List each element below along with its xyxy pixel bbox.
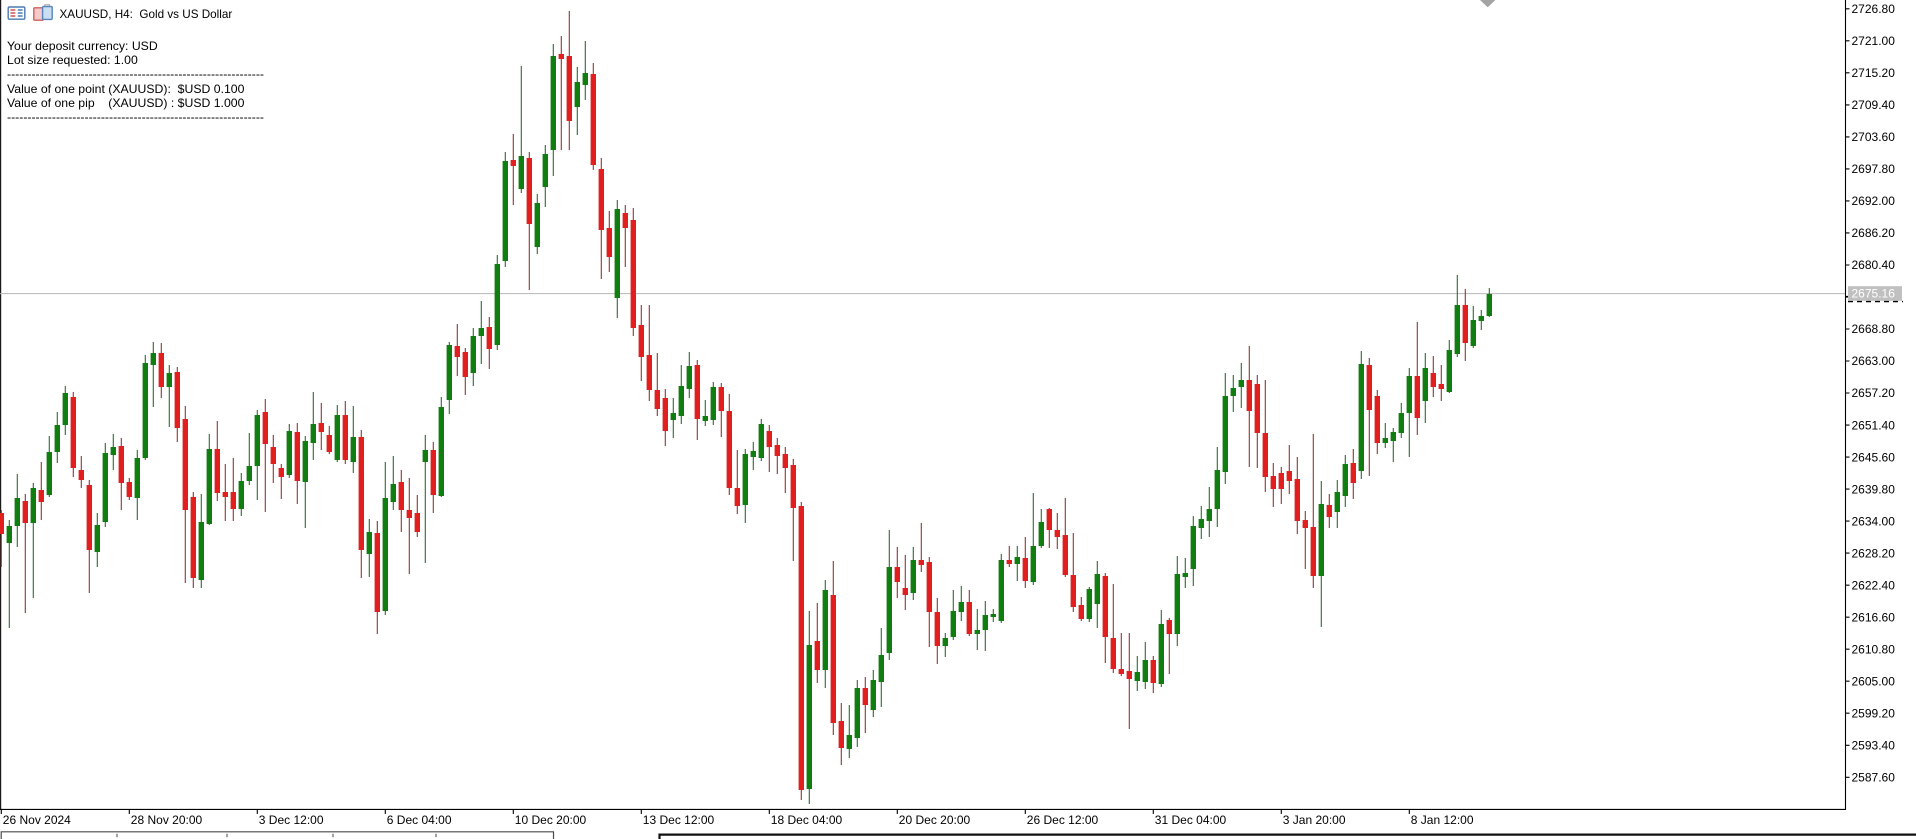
svg-text:2628.20: 2628.20 [1852, 546, 1896, 560]
svg-text:2605.00: 2605.00 [1852, 674, 1896, 688]
svg-text:2593.40: 2593.40 [1852, 739, 1896, 753]
svg-text:31 Dec 04:00: 31 Dec 04:00 [1155, 813, 1227, 827]
svg-text:2721.00: 2721.00 [1852, 34, 1896, 48]
svg-text:2680.40: 2680.40 [1852, 258, 1896, 272]
svg-text:18 Dec 04:00: 18 Dec 04:00 [771, 813, 843, 827]
svg-text:2587.60: 2587.60 [1852, 771, 1896, 785]
svg-text:2692.00: 2692.00 [1852, 194, 1896, 208]
svg-text:3 Jan 20:00: 3 Jan 20:00 [1283, 813, 1346, 827]
svg-text:2709.40: 2709.40 [1852, 98, 1896, 112]
svg-text:2686.20: 2686.20 [1852, 226, 1896, 240]
svg-text:2657.20: 2657.20 [1852, 386, 1896, 400]
svg-text:10 Dec 20:00: 10 Dec 20:00 [515, 813, 587, 827]
svg-text:2639.80: 2639.80 [1852, 482, 1896, 496]
svg-text:2675.16: 2675.16 [1852, 286, 1896, 300]
svg-text:2715.20: 2715.20 [1852, 66, 1896, 80]
svg-text:20 Dec 20:00: 20 Dec 20:00 [899, 813, 971, 827]
svg-text:2616.60: 2616.60 [1852, 610, 1896, 624]
svg-text:2634.00: 2634.00 [1852, 514, 1896, 528]
svg-text:8 Jan 12:00: 8 Jan 12:00 [1411, 813, 1474, 827]
svg-text:2610.80: 2610.80 [1852, 642, 1896, 656]
svg-text:3 Dec 12:00: 3 Dec 12:00 [259, 813, 324, 827]
svg-text:2703.60: 2703.60 [1852, 130, 1896, 144]
svg-text:2622.40: 2622.40 [1852, 578, 1896, 592]
svg-text:26 Nov 2024: 26 Nov 2024 [3, 813, 71, 827]
svg-text:13 Dec 12:00: 13 Dec 12:00 [643, 813, 715, 827]
svg-text:26 Dec 12:00: 26 Dec 12:00 [1027, 813, 1099, 827]
svg-text:2645.60: 2645.60 [1852, 450, 1896, 464]
svg-text:2726.80: 2726.80 [1852, 2, 1896, 16]
svg-text:6 Dec 04:00: 6 Dec 04:00 [387, 813, 452, 827]
svg-text:2668.80: 2668.80 [1852, 322, 1896, 336]
svg-text:2651.40: 2651.40 [1852, 418, 1896, 432]
svg-text:2697.80: 2697.80 [1852, 162, 1896, 176]
svg-text:2599.20: 2599.20 [1852, 706, 1896, 720]
svg-text:2663.00: 2663.00 [1852, 354, 1896, 368]
svg-text:28 Nov 20:00: 28 Nov 20:00 [131, 813, 203, 827]
